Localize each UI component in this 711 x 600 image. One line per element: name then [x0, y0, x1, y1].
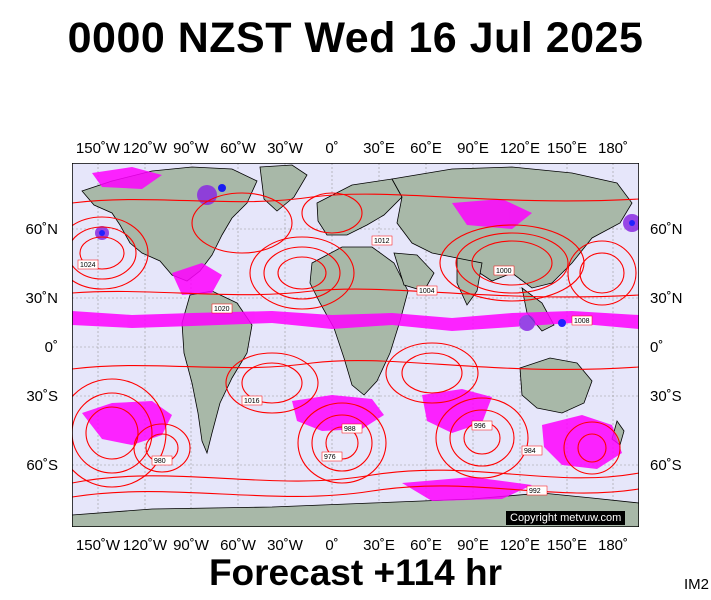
lat-label-left: 60˚N [25, 221, 58, 238]
isobar-labels: 1024 1020 1016 1012 1008 1004 1000 996 [77, 235, 593, 496]
weather-map: 1024 1020 1016 1012 1008 1004 1000 996 [72, 163, 639, 527]
isobar-label: 988 [341, 423, 363, 434]
lon-label-bottom: 30˚E [363, 537, 395, 554]
image-code: IM2 [683, 576, 709, 593]
lon-label-top: 30˚W [267, 140, 303, 157]
lat-label-left: 30˚N [25, 290, 58, 307]
svg-text:1000: 1000 [496, 268, 512, 275]
lat-label-right: 30˚N [650, 290, 683, 307]
lon-label-bottom: 90˚E [457, 537, 489, 554]
greenland [259, 164, 308, 212]
svg-text:976: 976 [324, 454, 336, 461]
lon-label-top: 60˚E [410, 140, 442, 157]
lon-label-top: 120˚E [499, 140, 541, 157]
lat-label-left: 0˚ [44, 339, 58, 356]
isobar-label: 984 [521, 445, 543, 456]
isobar-label: 1008 [571, 315, 593, 326]
svg-text:1020: 1020 [214, 306, 230, 313]
isobars [72, 192, 639, 498]
isobar-label: 1012 [371, 235, 393, 246]
lon-label-top: 150˚W [75, 140, 121, 157]
lon-label-top: 150˚E [546, 140, 588, 157]
isobar-label: 1024 [77, 259, 99, 270]
lon-label-top: 60˚W [220, 140, 256, 157]
isobar-label: 1004 [416, 285, 438, 296]
precipitation [72, 167, 639, 501]
svg-text:996: 996 [474, 423, 486, 430]
lon-label-top: 90˚W [173, 140, 209, 157]
lat-label-left: 60˚S [26, 457, 58, 474]
lon-label-top: 120˚W [122, 140, 168, 157]
lon-label-bottom: 0˚ [325, 537, 339, 554]
lon-label-bottom: 180˚ [597, 537, 629, 554]
lon-label-bottom: 120˚E [499, 537, 541, 554]
isobar-label: 1020 [211, 303, 233, 314]
south-america [181, 290, 253, 455]
lat-label-right: 30˚S [650, 388, 682, 405]
lon-label-top: 90˚E [457, 140, 489, 157]
lon-label-bottom: 120˚W [122, 537, 168, 554]
svg-text:980: 980 [154, 458, 166, 465]
lon-label-top: 30˚E [363, 140, 395, 157]
svg-text:1024: 1024 [80, 262, 96, 269]
svg-text:1016: 1016 [244, 398, 260, 405]
svg-text:984: 984 [524, 448, 536, 455]
lon-label-bottom: 150˚W [75, 537, 121, 554]
lon-label-bottom: 30˚W [267, 537, 303, 554]
isobar-label: 980 [151, 455, 173, 466]
isobar-label: 1016 [241, 395, 263, 406]
isobar-label: 996 [471, 420, 493, 431]
lon-label-bottom: 60˚W [220, 537, 256, 554]
lon-label-bottom: 150˚E [546, 537, 588, 554]
copyright-label: Copyright metvuw.com [506, 511, 626, 525]
australia [519, 357, 593, 414]
svg-text:1004: 1004 [419, 288, 435, 295]
svg-text:992: 992 [529, 488, 541, 495]
isobar-label: 1000 [493, 265, 515, 276]
svg-text:988: 988 [344, 426, 356, 433]
forecast-label: Forecast +114 hr [208, 552, 503, 593]
lon-label-top: 0˚ [325, 140, 339, 157]
isobar-label: 992 [526, 485, 548, 496]
lon-label-top: 180˚ [597, 140, 629, 157]
map-title: 0000 NZST Wed 16 Jul 2025 [67, 14, 644, 62]
lon-label-bottom: 60˚E [410, 537, 442, 554]
svg-text:1012: 1012 [374, 238, 390, 245]
lat-label-left: 30˚S [26, 388, 58, 405]
lat-label-right: 60˚S [650, 457, 682, 474]
svg-text:1008: 1008 [574, 318, 590, 325]
arabia [393, 252, 435, 292]
lat-label-right: 60˚N [650, 221, 683, 238]
lat-label-right: 0˚ [650, 339, 664, 356]
lon-label-bottom: 90˚W [173, 537, 209, 554]
isobar-label: 976 [321, 451, 343, 462]
